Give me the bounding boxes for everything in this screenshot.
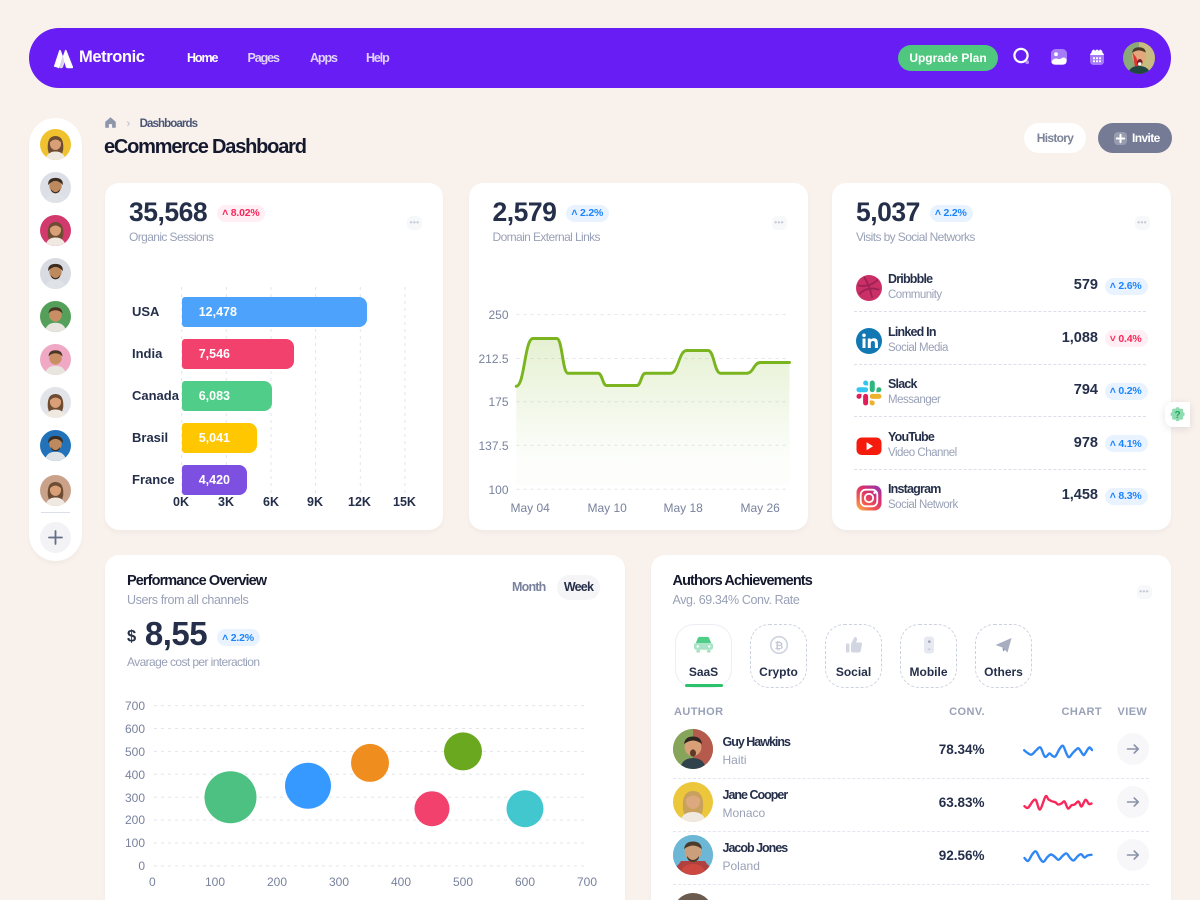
svg-text:₿: ₿ [774,640,783,652]
svg-text:?: ? [1175,410,1181,421]
